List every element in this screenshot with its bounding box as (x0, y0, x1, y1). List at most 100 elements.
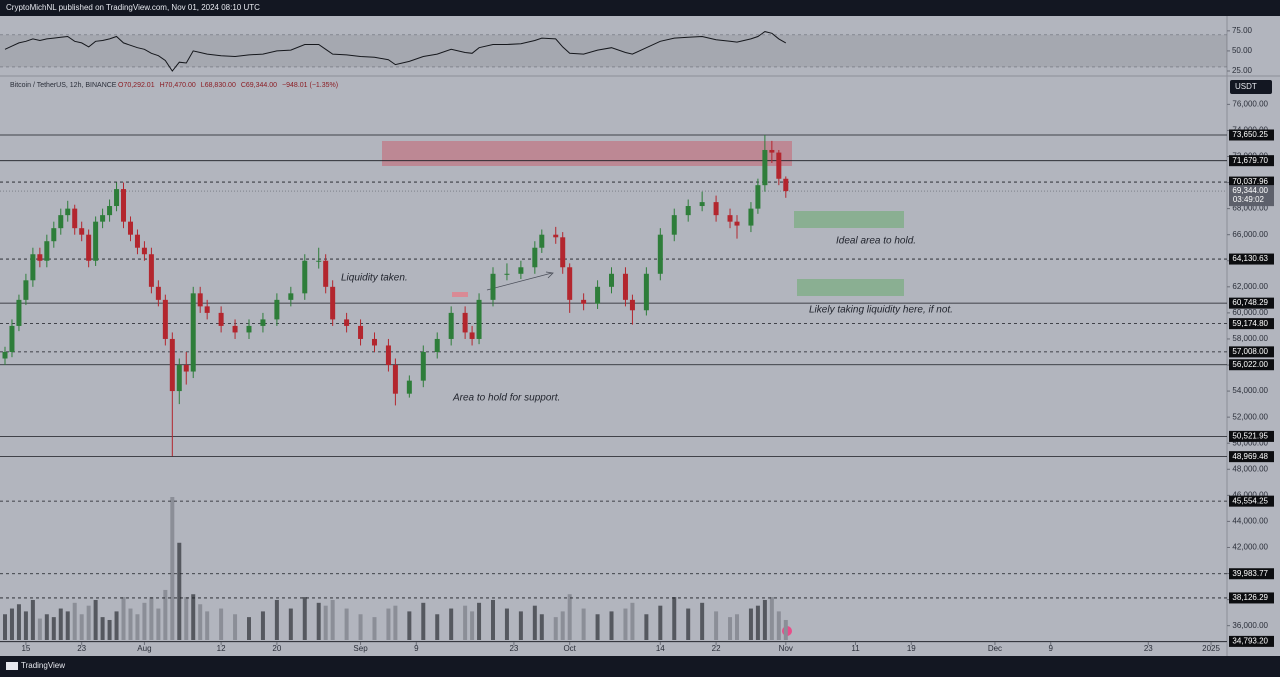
volume-bar (170, 497, 175, 640)
y-tick-label: 50,000.00 (1232, 438, 1268, 447)
annotation: Likely taking liquidity here, if not. (809, 305, 953, 316)
currency-box (1230, 80, 1272, 94)
volume-bar (518, 611, 523, 640)
volume-bar (358, 614, 363, 640)
volume-bar (344, 608, 349, 640)
volume-bar (233, 614, 238, 640)
volume-bar (560, 611, 565, 640)
candle-body (114, 189, 120, 207)
candle-body (44, 241, 50, 261)
candle-body (748, 208, 754, 226)
annotation: Area to hold for support. (452, 393, 560, 404)
candle-body (434, 338, 440, 352)
candle-body (121, 189, 127, 222)
level-label: 71,679.70 (1232, 156, 1268, 165)
volume-bar (219, 608, 224, 640)
level-label-box (1229, 253, 1274, 265)
volume-bar (135, 614, 140, 640)
zones (382, 141, 904, 297)
x-tick-label: Aug (137, 644, 151, 653)
y-tick-label: 62,000.00 (1232, 282, 1268, 291)
x-tick-label: 20 (272, 644, 281, 653)
candle-body (518, 267, 524, 274)
x-tick-label: Nov (779, 644, 793, 653)
x-tick-label: 15 (21, 644, 30, 653)
x-tick-label: 14 (656, 644, 665, 653)
candle-body (532, 247, 538, 268)
candle-body (469, 332, 475, 339)
candle-body (699, 202, 705, 207)
volume-bar (470, 611, 475, 640)
level-label: 64,130.63 (1232, 254, 1268, 263)
x-tick-label: 11 (851, 644, 860, 653)
ohlc-legend: O70,292.01 H70,470.00 L68,830.00 C69,344.00… (118, 82, 338, 89)
volume-bar (477, 602, 482, 640)
candle-body (204, 306, 210, 313)
level-label-box (1229, 359, 1274, 371)
volume-bar (755, 605, 760, 640)
candle-body (148, 254, 154, 287)
x-tick-label: Oct (563, 644, 576, 653)
volume-bar (9, 608, 14, 640)
level-label-box (1229, 129, 1274, 141)
x-tick-label: 19 (907, 644, 916, 653)
volume-bar (762, 599, 767, 640)
arrow-head (545, 271, 554, 279)
rsi-tick-label: 75.00 (1232, 26, 1253, 35)
volume-bar (86, 605, 91, 640)
volume-bar (163, 589, 168, 640)
candle-body (560, 237, 566, 268)
candle-body (107, 206, 113, 216)
candle-body (190, 293, 196, 372)
volume-bar (463, 605, 468, 640)
level-label: 60,748.29 (1232, 298, 1268, 307)
level-label: 39,983.77 (1232, 569, 1268, 578)
y-tick-label: 44,000.00 (1232, 517, 1268, 526)
volume-bar (247, 617, 251, 640)
candle-body (755, 185, 761, 209)
x-tick-label: 12 (217, 644, 226, 653)
volume-bar (177, 542, 182, 640)
volume-bar (72, 602, 77, 640)
volume-bar (184, 597, 189, 640)
arrow (486, 272, 553, 291)
y-tick-label: 52,000.00 (1232, 412, 1268, 421)
level-label-box (1229, 318, 1274, 330)
volume-bar (107, 619, 112, 640)
volume-bar (51, 617, 56, 640)
candle-body (16, 299, 22, 326)
level-label-box (1229, 346, 1274, 358)
volume-bar (769, 597, 774, 640)
ohlc-value: C69,344.00 (241, 82, 277, 89)
candle-body (762, 149, 768, 186)
level-label: 48,969.48 (1232, 452, 1268, 461)
volume-bar (274, 599, 279, 640)
candle-body (176, 365, 182, 392)
volume-bar (37, 618, 42, 640)
level-label-box (1229, 568, 1274, 580)
logo (6, 662, 18, 670)
candle-body (9, 325, 15, 352)
volume-bar (198, 604, 203, 640)
level-label-box (1229, 176, 1274, 188)
ohlc-value: O70,292.01 (118, 82, 155, 89)
candle-body (657, 234, 663, 274)
liquidity-zone (797, 279, 904, 296)
candle-body (406, 380, 412, 394)
volume-bar (748, 608, 753, 640)
chart-background (0, 16, 1280, 656)
level-label: 34,793.20 (1232, 637, 1268, 646)
candle-body (685, 206, 691, 216)
candle-body (448, 312, 454, 339)
ohlc-value: H70,470.00 (160, 82, 196, 89)
volume-bar (504, 608, 509, 640)
volume-bar (609, 611, 614, 640)
level-label: 59,174.80 (1232, 319, 1268, 328)
candle-body (553, 234, 559, 238)
y-tick-label: 66,000.00 (1232, 230, 1268, 239)
x-tick-label: 22 (712, 644, 721, 653)
volume-bar (644, 614, 649, 640)
candle-body (134, 234, 140, 248)
